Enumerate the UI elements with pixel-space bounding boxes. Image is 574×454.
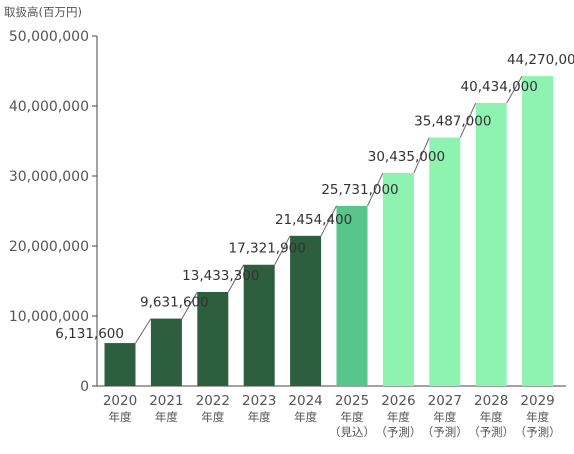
x-tick-label: 2020 xyxy=(103,393,137,409)
connector-line xyxy=(181,291,198,319)
bar-2022 xyxy=(197,291,229,386)
data-label: 40,434,000 xyxy=(461,79,538,95)
data-label: 13,433,300 xyxy=(182,268,259,284)
data-label: 9,631,600 xyxy=(140,295,209,311)
connector-line xyxy=(274,235,291,265)
data-label: 6,131,600 xyxy=(55,326,124,342)
x-tick-label: 2023 xyxy=(242,393,276,409)
connector-line xyxy=(459,102,477,138)
x-tick-label: 2024 xyxy=(288,393,322,409)
x-tick-sublabel: （見込） xyxy=(329,425,375,439)
data-label: 30,435,000 xyxy=(368,149,445,165)
bar-2020 xyxy=(104,343,136,386)
x-tick-sublabel: （予測） xyxy=(515,425,561,439)
y-tick-label: 40,000,000 xyxy=(9,99,89,115)
bar-2028 xyxy=(475,102,507,386)
x-tick-sublabel: 年度 xyxy=(341,410,364,424)
y-tick-label: 0 xyxy=(80,379,89,395)
data-label: 25,731,000 xyxy=(321,182,398,198)
x-tick-label: 2027 xyxy=(428,393,462,409)
connector-line xyxy=(227,264,245,293)
x-tick-sublabel: 年度 xyxy=(387,410,410,424)
bar-2023 xyxy=(243,264,275,386)
x-tick-sublabel: 年度 xyxy=(480,410,503,424)
unit-label: 取扱高(百万円) xyxy=(4,5,82,19)
connector-line xyxy=(135,318,152,344)
data-label: 17,321,900 xyxy=(229,241,306,257)
bars xyxy=(104,76,554,387)
x-tick-label: 2028 xyxy=(474,393,508,409)
x-tick-sublabel: 年度 xyxy=(109,410,132,424)
y-tick-label: 50,000,000 xyxy=(9,29,89,45)
connector-line xyxy=(367,172,384,207)
x-tick-label: 2025 xyxy=(335,393,369,409)
connector-line xyxy=(320,205,337,237)
x-tick-label: 2022 xyxy=(196,393,230,409)
x-tick-sublabel: 年度 xyxy=(201,410,224,424)
x-tick-sublabel: （予測） xyxy=(468,425,514,439)
connector-line xyxy=(506,75,523,104)
x-tick-sublabel: （予測） xyxy=(422,425,468,439)
x-tick-sublabel: 年度 xyxy=(155,410,178,424)
x-tick-sublabel: 年度 xyxy=(526,410,549,424)
x-tick-sublabel: （予測） xyxy=(375,425,421,439)
bar-2025 xyxy=(336,205,368,386)
bar-2027 xyxy=(429,137,461,386)
x-tick-sublabel: 年度 xyxy=(433,410,456,424)
y-tick-label: 10,000,000 xyxy=(9,309,89,325)
x-tick-sublabel: 年度 xyxy=(248,410,271,424)
x-tick-label: 2026 xyxy=(381,393,415,409)
data-label: 21,454,400 xyxy=(275,212,352,228)
x-axis: 2020年度2021年度2022年度2023年度2024年度2025年度（見込）… xyxy=(103,393,561,439)
y-axis: 0 10,000,000 20,000,000 30,000,000 40,000,00… xyxy=(9,29,97,395)
bar-2021 xyxy=(150,318,182,386)
data-label: 35,487,000 xyxy=(414,114,491,130)
x-tick-sublabel: 年度 xyxy=(294,410,317,424)
bar-2024 xyxy=(290,235,322,386)
bar-2029 xyxy=(522,76,554,387)
y-tick-label: 30,000,000 xyxy=(9,169,89,185)
x-tick-label: 2021 xyxy=(149,393,183,409)
data-label: 44,270,000 xyxy=(507,52,574,68)
trend-connectors xyxy=(135,75,523,344)
x-tick-label: 2029 xyxy=(520,393,554,409)
y-tick-label: 20,000,000 xyxy=(9,239,89,255)
bar-2026 xyxy=(382,172,414,386)
connector-line xyxy=(413,137,430,174)
data-labels: 6,131,600 9,631,600 13,433,300 17,321,900 21… xyxy=(55,52,574,342)
